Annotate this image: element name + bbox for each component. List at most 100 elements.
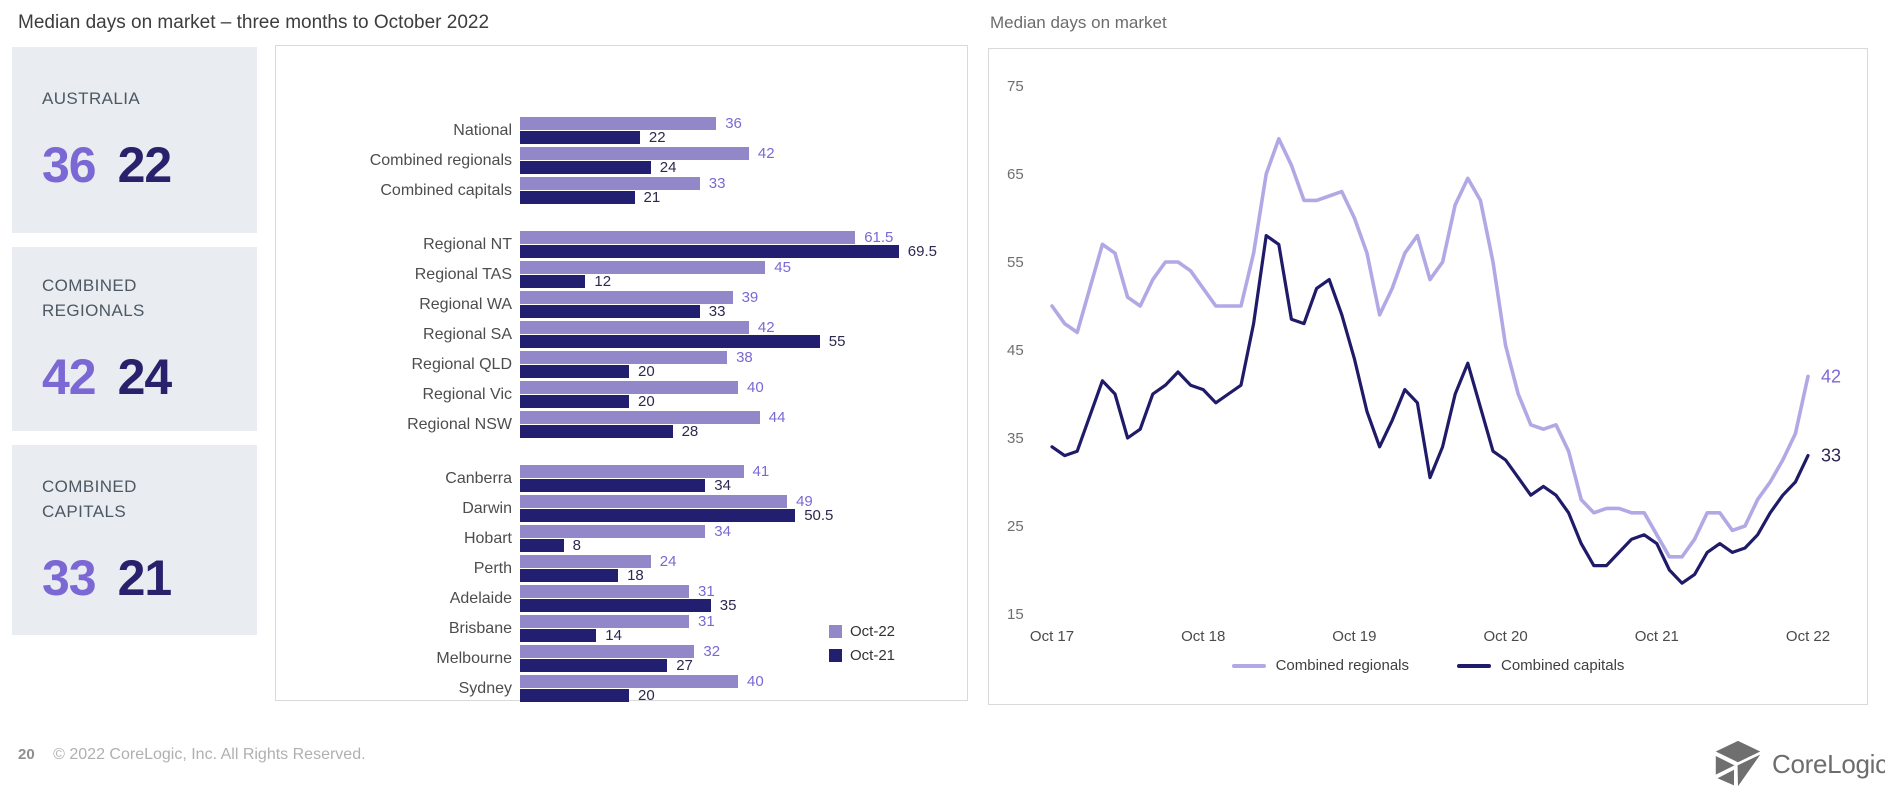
bar-oct21 (520, 365, 629, 378)
bar-oct22 (520, 261, 766, 274)
bar-line: 50.5 (520, 508, 967, 523)
card-value-oct21: 21 (117, 549, 173, 606)
bar-value-oct21: 20 (638, 363, 655, 380)
bar-group: Canberra 41 34 Darwin 49 50.5 Hobart 34 8 Perth 24… (276, 463, 967, 704)
legend-line-icon (1457, 663, 1491, 668)
bar-oct22 (520, 555, 651, 568)
bar-oct22 (520, 321, 749, 334)
bar-pair: 61.5 69.5 (520, 229, 967, 259)
bar-pair: 40 20 (520, 379, 967, 410)
card-value-oct22: 42 (42, 348, 97, 405)
bar-value-oct22: 33 (708, 175, 726, 192)
bar-line: 44 (520, 410, 967, 425)
bar-category-label: Regional QLD (411, 356, 513, 373)
bar-pair: 33 21 (520, 175, 967, 205)
bar-line: 22 (520, 130, 967, 145)
bar-value-oct22: 34 (714, 523, 731, 540)
card-label: COMBINED REGIONALS (42, 275, 145, 321)
bar-pair: 24 18 (520, 553, 967, 583)
bar-value-oct21: 33 (708, 303, 726, 320)
legend-label: Combined regionals (1275, 657, 1409, 674)
bar-oct22 (520, 177, 700, 190)
summary-card-australia: AUSTRALIA 36 22 (12, 47, 257, 233)
bar-row: Regional TAS 45 12 (276, 260, 967, 289)
bar-line: 14 (520, 628, 967, 643)
series-end-label: 42 (1821, 366, 1841, 386)
bar-oct22 (520, 411, 760, 424)
line-series-regionals (1050, 137, 1810, 559)
bar-value-oct21: 20 (638, 687, 655, 704)
bar-pair: 31 35 (520, 584, 967, 613)
bar-value-oct21: 34 (714, 477, 731, 494)
bar-value-oct22: 61.5 (864, 229, 894, 246)
bar-oct21 (520, 425, 673, 438)
bar-oct22 (520, 525, 706, 538)
bar-row: National 36 22 (276, 115, 967, 145)
bar-row: Sydney 40 20 (276, 674, 967, 704)
bar-category-label: Adelaide (449, 590, 512, 607)
bar-row: Canberra 41 34 (276, 463, 967, 494)
bar-oct21 (520, 161, 651, 174)
bar-row: Darwin 49 50.5 (276, 494, 967, 523)
oct21-swatch-icon (829, 649, 842, 662)
bar-row: Combined regionals 42 24 (276, 145, 967, 175)
bar-value-oct22: 31 (698, 613, 715, 630)
x-tick-label: Oct 21 (1635, 628, 1679, 645)
bar-oct22 (520, 231, 856, 244)
y-tick-label: 65 (1007, 166, 1024, 183)
bar-line: 18 (520, 568, 967, 583)
bar-row: Regional NSW 44 28 (276, 410, 967, 440)
y-tick-label: 25 (1007, 518, 1024, 535)
legend-item-oct21: Oct-21 (829, 647, 895, 664)
bar-value-oct22: 42 (757, 319, 775, 336)
page-number: 20 (18, 746, 35, 763)
bar-value-oct22: 36 (725, 115, 742, 132)
bar-oct21 (520, 479, 706, 492)
bar-category-label: Melbourne (436, 650, 512, 667)
bar-oct22 (520, 675, 738, 688)
x-tick-label: Oct 19 (1332, 628, 1376, 645)
bar-pair: 31 14 (520, 613, 967, 643)
card-value-oct22: 36 (42, 136, 97, 193)
bar-line: 39 (520, 290, 967, 305)
bar-row: Adelaide 31 35 (276, 584, 967, 613)
bar-oct21 (520, 689, 629, 702)
bar-oct21 (520, 275, 586, 288)
y-tick-label: 35 (1007, 430, 1024, 447)
x-tick-label: Oct 17 (1030, 628, 1074, 645)
bar-line: 28 (520, 423, 967, 440)
bar-row: Hobart 34 8 (276, 523, 967, 554)
bar-row: Regional Vic 40 20 (276, 379, 967, 410)
bar-pair: 41 34 (520, 463, 967, 494)
bar-line: 27 (520, 658, 967, 673)
bar-line: 33 (520, 175, 967, 192)
bar-value-oct22: 40 (747, 379, 764, 396)
bar-line: 24 (520, 160, 967, 175)
bar-category-label: Combined regionals (369, 152, 512, 169)
bar-line: 35 (520, 598, 967, 613)
bar-line: 20 (520, 363, 967, 380)
bar-oct22 (520, 351, 728, 364)
bar-value-oct22: 42 (757, 145, 775, 162)
legend-item-oct22: Oct-22 (829, 623, 895, 640)
legend-line-icon (1231, 663, 1266, 668)
bar-value-oct22: 41 (752, 463, 770, 480)
bar-pair: 45 12 (520, 260, 967, 289)
bar-line: 24 (520, 553, 967, 570)
bar-pair: 39 33 (520, 290, 967, 320)
card-values: 36 22 (42, 136, 257, 194)
legend-label: Oct-22 (850, 623, 896, 640)
bar-value-oct21: 20 (638, 393, 655, 410)
bar-oct21 (520, 599, 711, 612)
legend-item: Combined capitals (1457, 657, 1624, 674)
card-value-oct21: 22 (117, 136, 173, 193)
y-tick-label: 45 (1007, 342, 1024, 359)
bar-oct21 (520, 191, 635, 204)
bar-value-oct21: 28 (681, 423, 699, 440)
bar-line: 20 (520, 687, 967, 704)
bar-value-oct21: 8 (572, 537, 581, 554)
bar-oct21 (520, 509, 796, 522)
bar-value-oct22: 24 (659, 553, 677, 570)
summary-card-combined-capitals: COMBINED CAPITALS 33 21 (12, 445, 257, 635)
card-values: 42 24 (42, 348, 257, 406)
